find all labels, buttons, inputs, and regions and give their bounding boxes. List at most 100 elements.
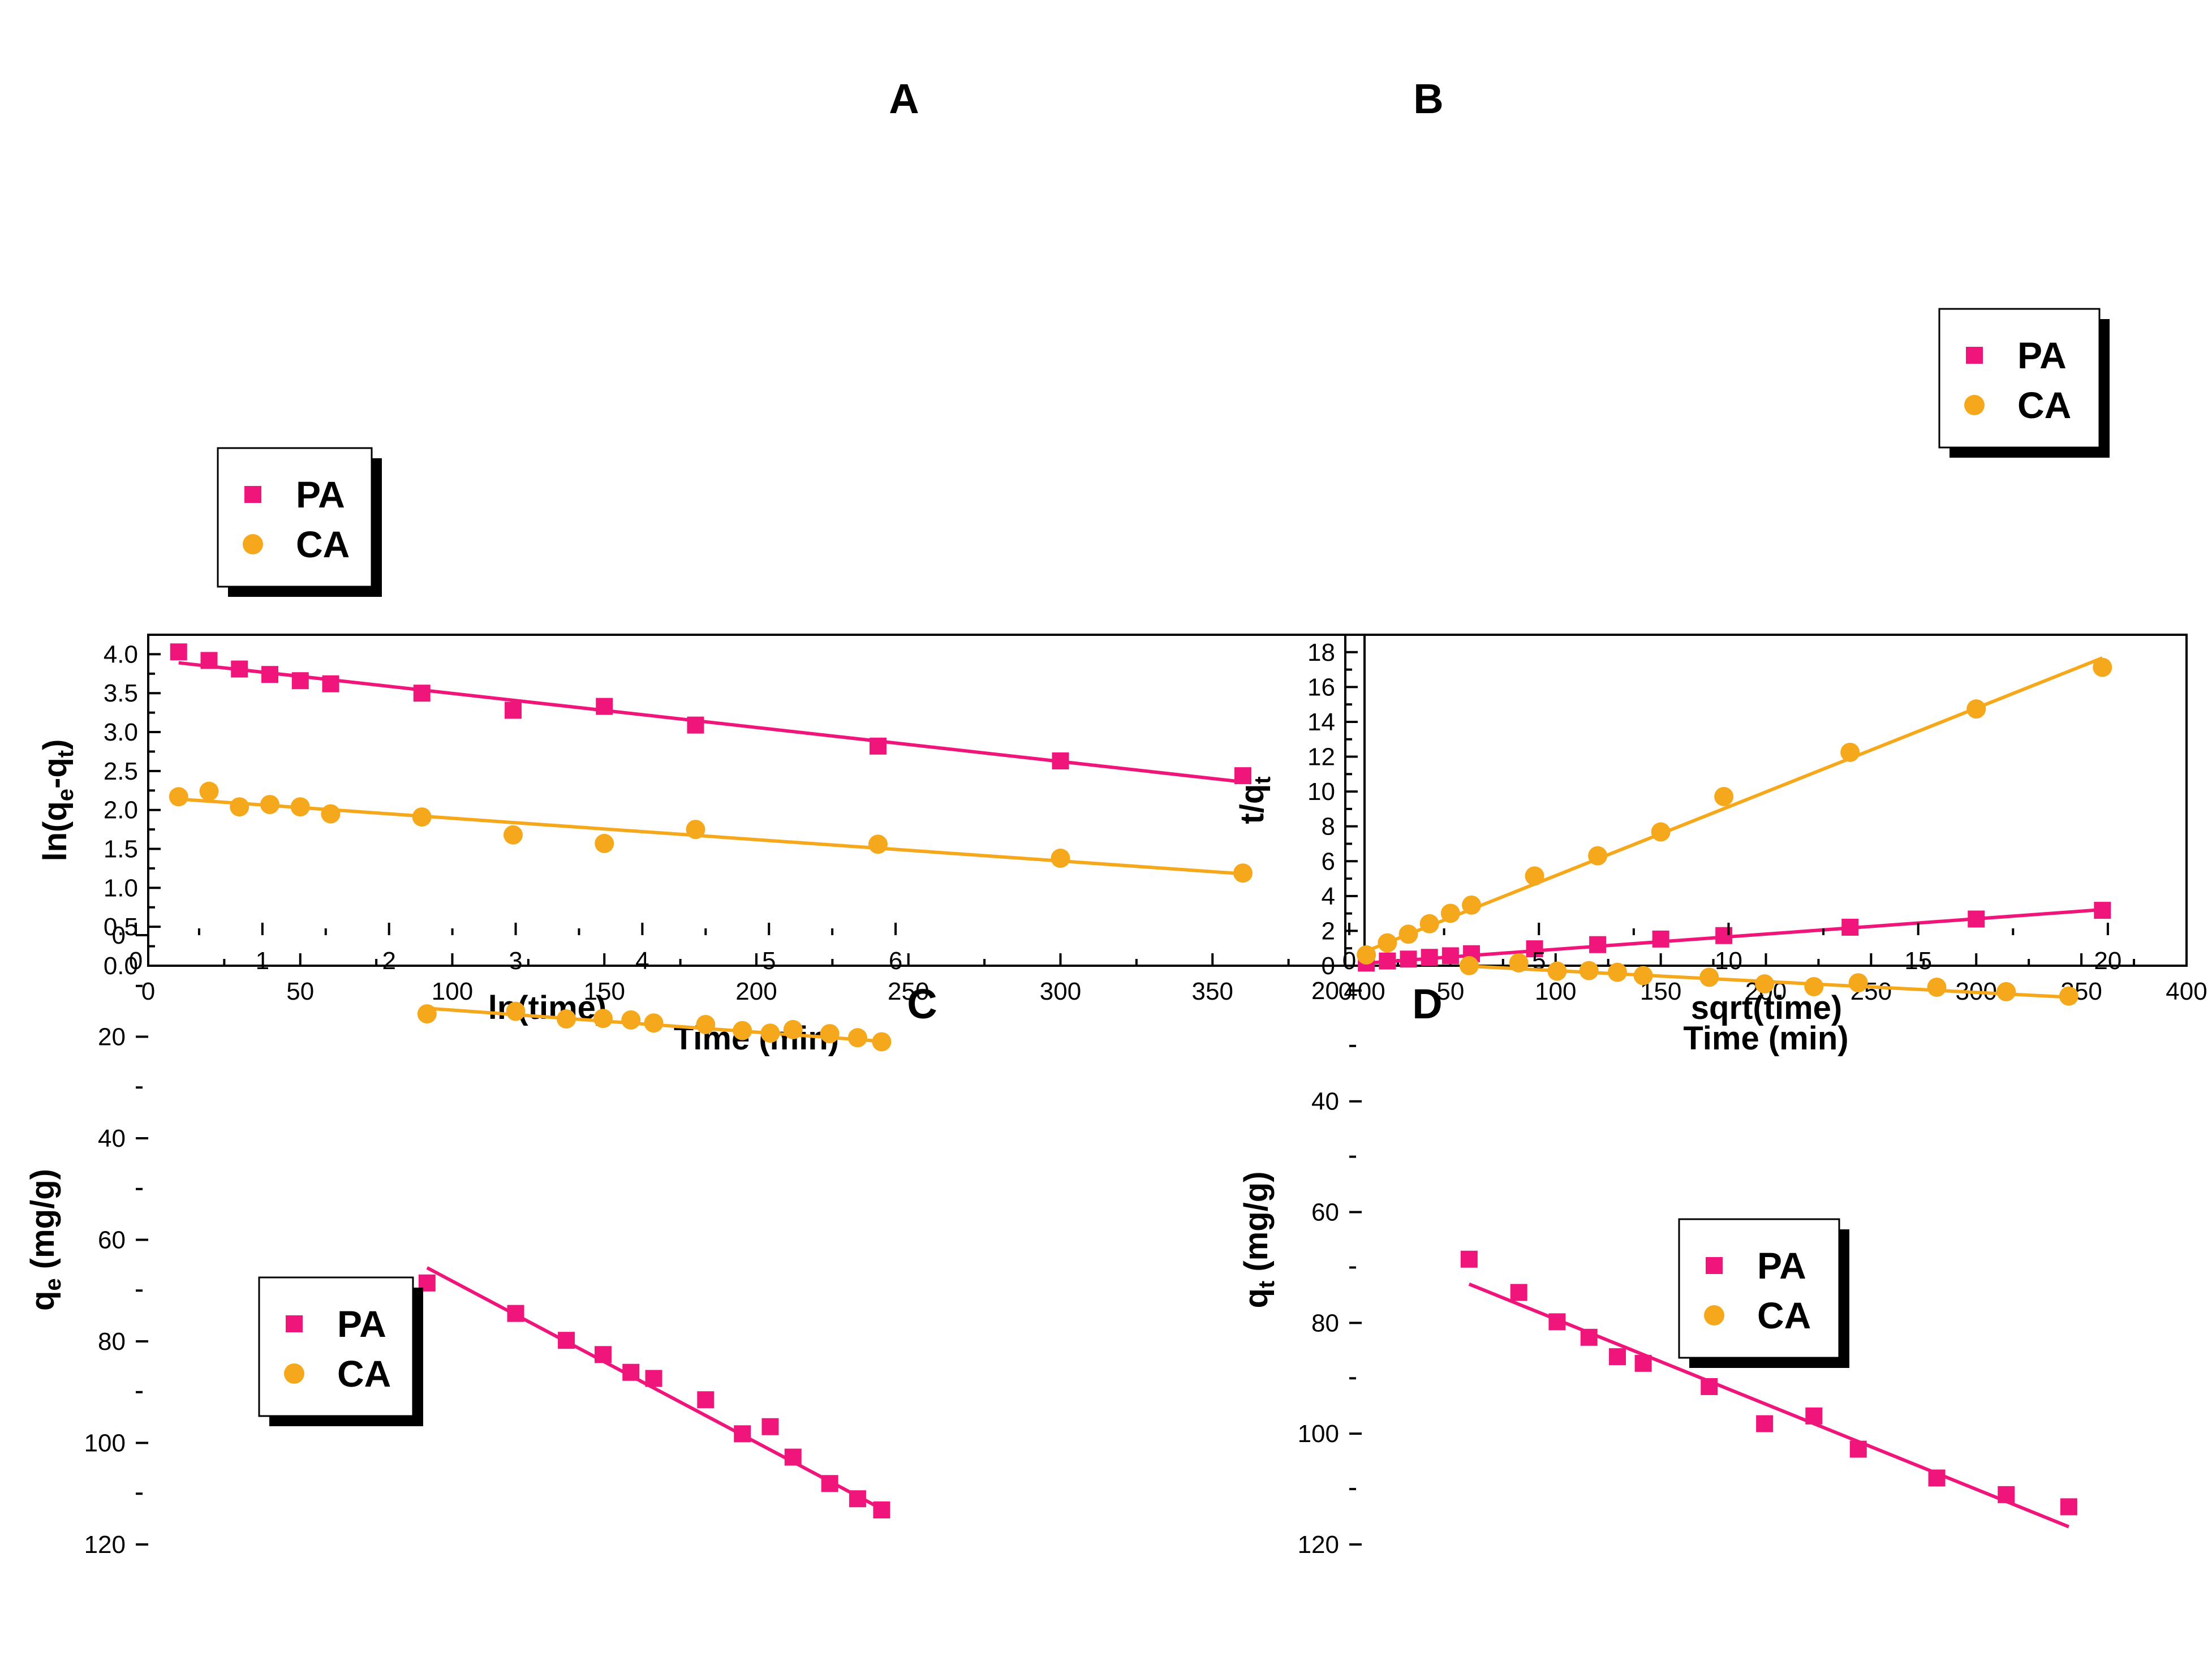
panel-label: B — [1413, 75, 1443, 122]
x-tick-label: 250 — [888, 978, 929, 1005]
legend-pa-marker — [1966, 347, 1983, 364]
pa-point — [784, 1448, 802, 1466]
ca-point — [1579, 961, 1599, 980]
y-tick-label: 20 — [1311, 977, 1339, 1005]
pa-point — [645, 1370, 662, 1387]
legend-ca-marker — [243, 534, 263, 554]
ca-point — [417, 1004, 437, 1024]
ca-point — [595, 833, 614, 853]
pa-point — [821, 1475, 838, 1492]
y-tick-label: 20 — [98, 1023, 126, 1051]
panel-b: 050100150200250300350400024681012141618T… — [1234, 75, 2207, 1057]
legend-box — [217, 447, 373, 588]
ca-point — [1966, 699, 1986, 719]
ca-point — [1840, 742, 1860, 762]
x-tick-label: 400 — [2166, 978, 2207, 1005]
legend: PA CA — [1938, 308, 2110, 458]
legend-ca-marker — [1964, 395, 1985, 415]
ca-point — [1509, 953, 1529, 972]
y-tick-label: 4 — [1322, 883, 1335, 910]
pa-point — [505, 702, 522, 719]
y-axis-title: t/qt — [1234, 776, 1275, 824]
pa-point — [761, 1418, 779, 1435]
ca-point — [1419, 914, 1439, 933]
x-tick-label: 300 — [1040, 978, 1081, 1005]
plot-frame — [1344, 634, 2188, 967]
pa-point — [1421, 949, 1438, 966]
y-axis-title: ln(qe-qt) — [37, 739, 78, 862]
y-axis-title-part: (mg/g) — [1238, 1171, 1275, 1280]
legend-pa-label: PA — [296, 474, 345, 515]
y-axis-title-subscript: t — [1254, 1281, 1279, 1288]
x-tick-label: 6 — [889, 947, 902, 975]
ca-point — [733, 1021, 752, 1040]
pa-point — [1805, 1407, 1823, 1425]
ca-point — [1547, 961, 1567, 981]
pa-point — [594, 1346, 612, 1363]
pa-point — [413, 685, 431, 702]
pa-point — [1580, 1328, 1598, 1346]
y-tick-label: 3.0 — [104, 718, 138, 746]
ca-point — [169, 787, 188, 807]
y-axis-title-part: -q — [37, 758, 74, 789]
y-tick-label: 0.5 — [104, 913, 138, 941]
pa-fit-line — [1468, 1283, 2069, 1529]
y-axis-title: qe (mg/g) — [24, 1169, 66, 1311]
y-tick-label: 100 — [84, 1430, 126, 1457]
legend-box — [1678, 1218, 1840, 1359]
legend-ca-label: CA — [2017, 384, 2071, 426]
y-tick-label: 0.0 — [104, 952, 138, 980]
ca-point — [1440, 903, 1460, 923]
x-tick-label: 3 — [509, 947, 522, 975]
x-tick-label: 4 — [635, 947, 649, 975]
ca-point — [1804, 977, 1824, 997]
ca-point — [847, 1028, 867, 1048]
x-tick-label: 20 — [2094, 947, 2121, 975]
ca-point — [644, 1013, 664, 1033]
pa-point — [261, 666, 278, 683]
ca-point — [1755, 974, 1775, 994]
ca-point — [1927, 978, 1947, 997]
pa-point — [1998, 1486, 2015, 1503]
y-axis-title-subscript: t — [1250, 776, 1275, 784]
ca-point — [2059, 986, 2078, 1006]
y-tick-label: 2.0 — [104, 797, 138, 824]
y-tick-label: 80 — [98, 1328, 126, 1356]
x-tick-label: 15 — [1904, 947, 1932, 975]
panel-a: 0 50 100 150 200 250 300 350 4000.00.51.01.52.02… — [37, 75, 1385, 1057]
pa-point — [2060, 1498, 2077, 1516]
ca-point — [696, 1014, 716, 1034]
pa-point — [1715, 927, 1733, 944]
pa-point — [507, 1305, 524, 1322]
pa-point — [1968, 910, 1985, 928]
pa-point — [873, 1501, 890, 1518]
y-axis-title-subscript: t — [53, 750, 78, 758]
pa-point — [1460, 1250, 1478, 1268]
panel-label: A — [889, 75, 919, 122]
legend: PA CA — [258, 1276, 423, 1426]
ca-point — [1459, 956, 1479, 975]
x-tick-label: 0 — [129, 947, 143, 975]
y-tick-label: 1.0 — [104, 874, 138, 902]
x-tick-label: 0 — [1342, 947, 1356, 975]
y-axis-title-subscript: e — [53, 789, 78, 801]
legend-ca-label: CA — [337, 1353, 391, 1395]
pa-point — [1928, 1469, 1946, 1487]
ca-point — [1525, 866, 1544, 886]
ca-point — [1633, 966, 1653, 986]
x-tick-label: 100 — [432, 978, 473, 1005]
y-axis-title-part: ) — [37, 739, 74, 750]
panel-label: C — [907, 980, 937, 1027]
y-tick-label: 16 — [1307, 673, 1335, 701]
ca-point — [872, 1032, 892, 1052]
y-tick-label: 120 — [84, 1531, 126, 1559]
pa-point — [1652, 930, 1669, 948]
legend-ca-label: CA — [1757, 1294, 1811, 1336]
pa-point — [734, 1425, 751, 1443]
x-tick-label: 10 — [1715, 947, 1742, 975]
x-tick-label: 2 — [382, 947, 395, 975]
legend-pa-marker — [286, 1315, 303, 1332]
pa-point — [1849, 1440, 1867, 1458]
ca-point — [1462, 895, 1482, 915]
